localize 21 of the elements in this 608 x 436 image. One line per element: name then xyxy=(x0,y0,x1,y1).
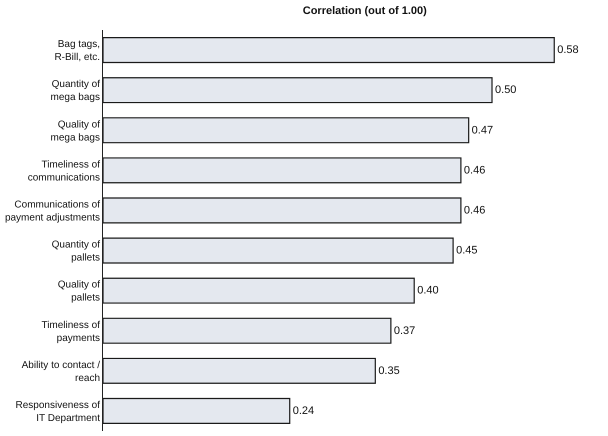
y-tick-label: Ability to contact / reach xyxy=(22,360,100,384)
y-tick-label: Timeliness of payments xyxy=(41,320,100,344)
y-tick-label: Responsiveness of IT Department xyxy=(16,400,100,424)
y-tick-label: Quantity of pallets xyxy=(52,240,100,264)
y-tick-label: Quantity of mega bags xyxy=(50,79,100,104)
y-tick-label: Timeliness of communications xyxy=(28,159,100,184)
data-label: 0.24 xyxy=(292,404,314,417)
y-tick-label: Quality of pallets xyxy=(58,280,100,304)
data-label: 0.47 xyxy=(472,124,494,136)
data-label: 0.37 xyxy=(394,324,416,337)
y-tick-label: Communications of payment adjustments xyxy=(4,199,100,224)
y-tick-label: Quality of mega bags xyxy=(50,119,100,144)
data-label: 0.35 xyxy=(378,364,400,377)
data-label: 0.45 xyxy=(456,244,478,257)
y-tick-label: Bag tags, R-Bill, etc. xyxy=(54,39,100,64)
data-label: 0.46 xyxy=(464,164,486,176)
data-label: 0.46 xyxy=(464,204,486,216)
chart-title: Correlation (out of 1.00) xyxy=(302,5,428,18)
data-label: 0.40 xyxy=(417,284,439,297)
data-label: 0.50 xyxy=(495,84,516,96)
data-label: 0.58 xyxy=(557,44,579,56)
